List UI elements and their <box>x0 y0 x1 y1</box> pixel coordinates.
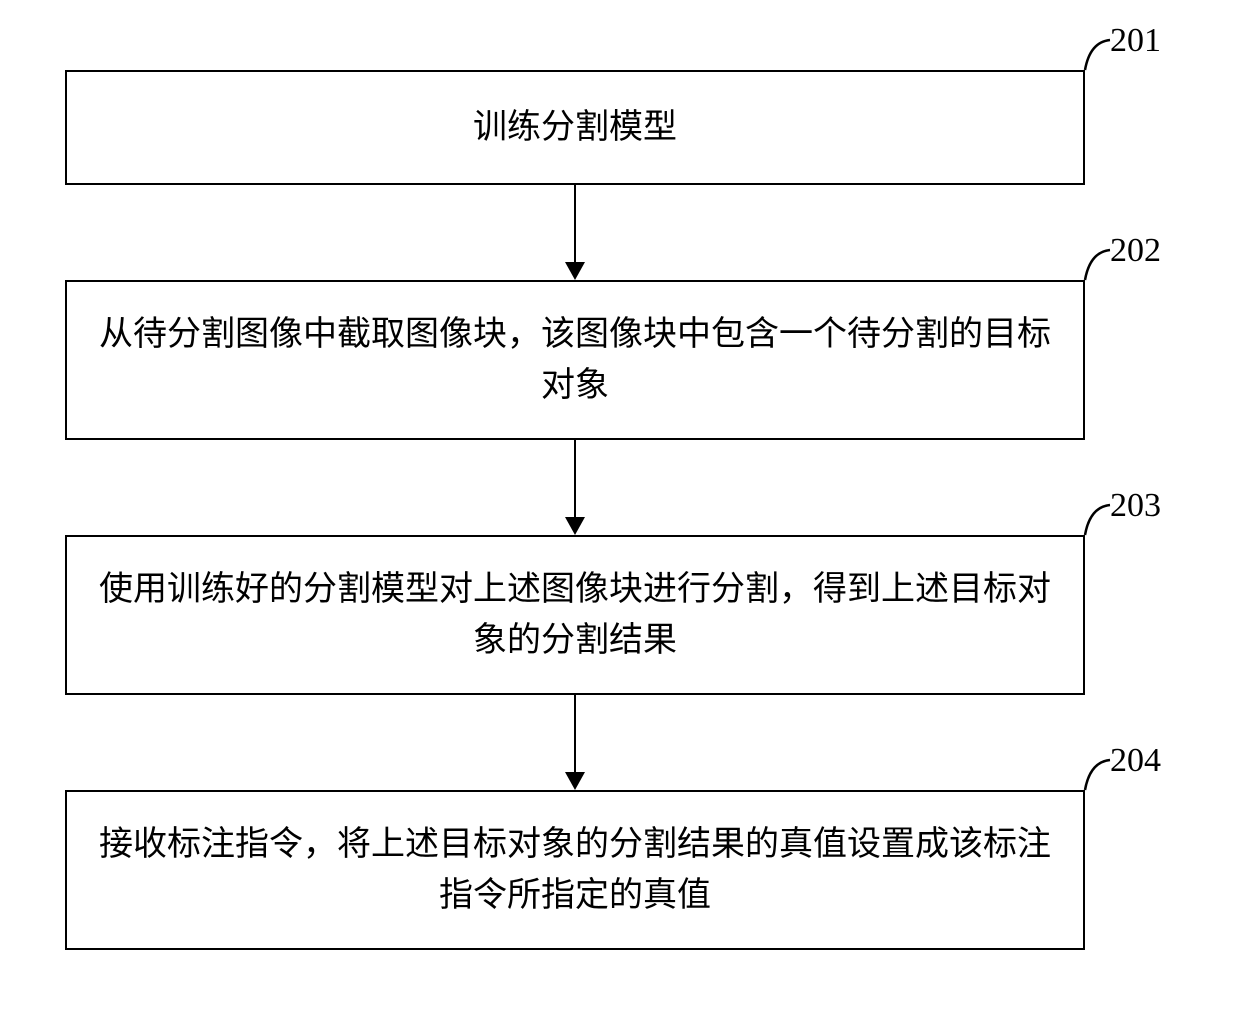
step-label-201: 201 <box>1110 22 1161 60</box>
step-label-204: 204 <box>1110 742 1161 780</box>
step-text-202: 从待分割图像中截取图像块，该图像块中包含一个待分割的目标对象 <box>87 309 1063 411</box>
step-label-202: 202 <box>1110 232 1161 270</box>
step-box-201: 训练分割模型 <box>65 70 1085 185</box>
step-box-202: 从待分割图像中截取图像块，该图像块中包含一个待分割的目标对象 <box>65 280 1085 440</box>
step-label-203: 203 <box>1110 487 1161 525</box>
arrow-203-204 <box>565 695 585 790</box>
flowchart-container: 训练分割模型 201 从待分割图像中截取图像块，该图像块中包含一个待分割的目标对… <box>0 0 1240 1020</box>
step-text-203: 使用训练好的分割模型对上述图像块进行分割，得到上述目标对象的分割结果 <box>87 564 1063 666</box>
step-box-203: 使用训练好的分割模型对上述图像块进行分割，得到上述目标对象的分割结果 <box>65 535 1085 695</box>
arrow-201-202 <box>565 185 585 280</box>
step-box-204: 接收标注指令，将上述目标对象的分割结果的真值设置成该标注指令所指定的真值 <box>65 790 1085 950</box>
step-text-204: 接收标注指令，将上述目标对象的分割结果的真值设置成该标注指令所指定的真值 <box>87 819 1063 921</box>
arrow-202-203 <box>565 440 585 535</box>
step-text-201: 训练分割模型 <box>473 102 677 153</box>
